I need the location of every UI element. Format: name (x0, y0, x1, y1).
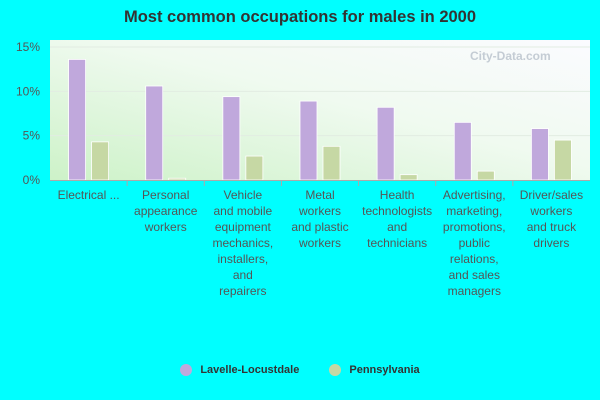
bar-lavelle-locustdale (222, 96, 241, 181)
y-tick-label: 15% (16, 40, 40, 54)
x-tick-label: Vehicle and mobile equipment mechanics, inst… (213, 188, 274, 298)
legend: Lavelle-Locustdale Pennsylvania (0, 364, 600, 376)
x-tick-label: Health technologists and technicians (362, 188, 432, 250)
legend-swatch (329, 364, 342, 376)
bar-pennsylvania (91, 141, 109, 181)
bar-lavelle-locustdale (376, 106, 395, 181)
legend-item: Pennsylvania (329, 364, 420, 376)
bar-lavelle-locustdale (453, 121, 472, 181)
bar-lavelle-locustdale (145, 85, 164, 181)
legend-label: Lavelle-Locustdale (200, 364, 300, 376)
x-tick-label: Personal appearance workers (134, 188, 198, 234)
plot-area (50, 40, 590, 180)
bar-pennsylvania (245, 155, 264, 181)
bar-pennsylvania (322, 145, 341, 181)
y-tick-label: 10% (16, 84, 40, 98)
bar-lavelle-locustdale (531, 128, 549, 181)
legend-item: Lavelle-Locustdale (180, 364, 299, 376)
legend-swatch (180, 364, 193, 376)
legend-label: Pennsylvania (349, 364, 420, 376)
x-tick-label: Driver/sales workers and truck drivers (520, 188, 583, 250)
bar-pennsylvania (476, 170, 495, 181)
chart-title: Most common occupations for males in 200… (123, 8, 477, 26)
bar-lavelle-locustdale (68, 59, 86, 181)
x-tick-label: Electrical ... (58, 188, 120, 202)
bar-lavelle-locustdale (299, 100, 318, 181)
bar-pennsylvania (399, 174, 418, 181)
y-tick-label: 5% (23, 129, 41, 143)
bar-pennsylvania (168, 177, 187, 181)
watermark: City-Data.com (470, 49, 551, 63)
x-tick-label: Metal workers and plastic workers (291, 188, 348, 250)
bar-pennsylvania (554, 139, 572, 181)
x-tick-label: Advertising, marketing, promotions, public r… (443, 188, 506, 298)
y-tick-label: 0% (23, 173, 41, 187)
